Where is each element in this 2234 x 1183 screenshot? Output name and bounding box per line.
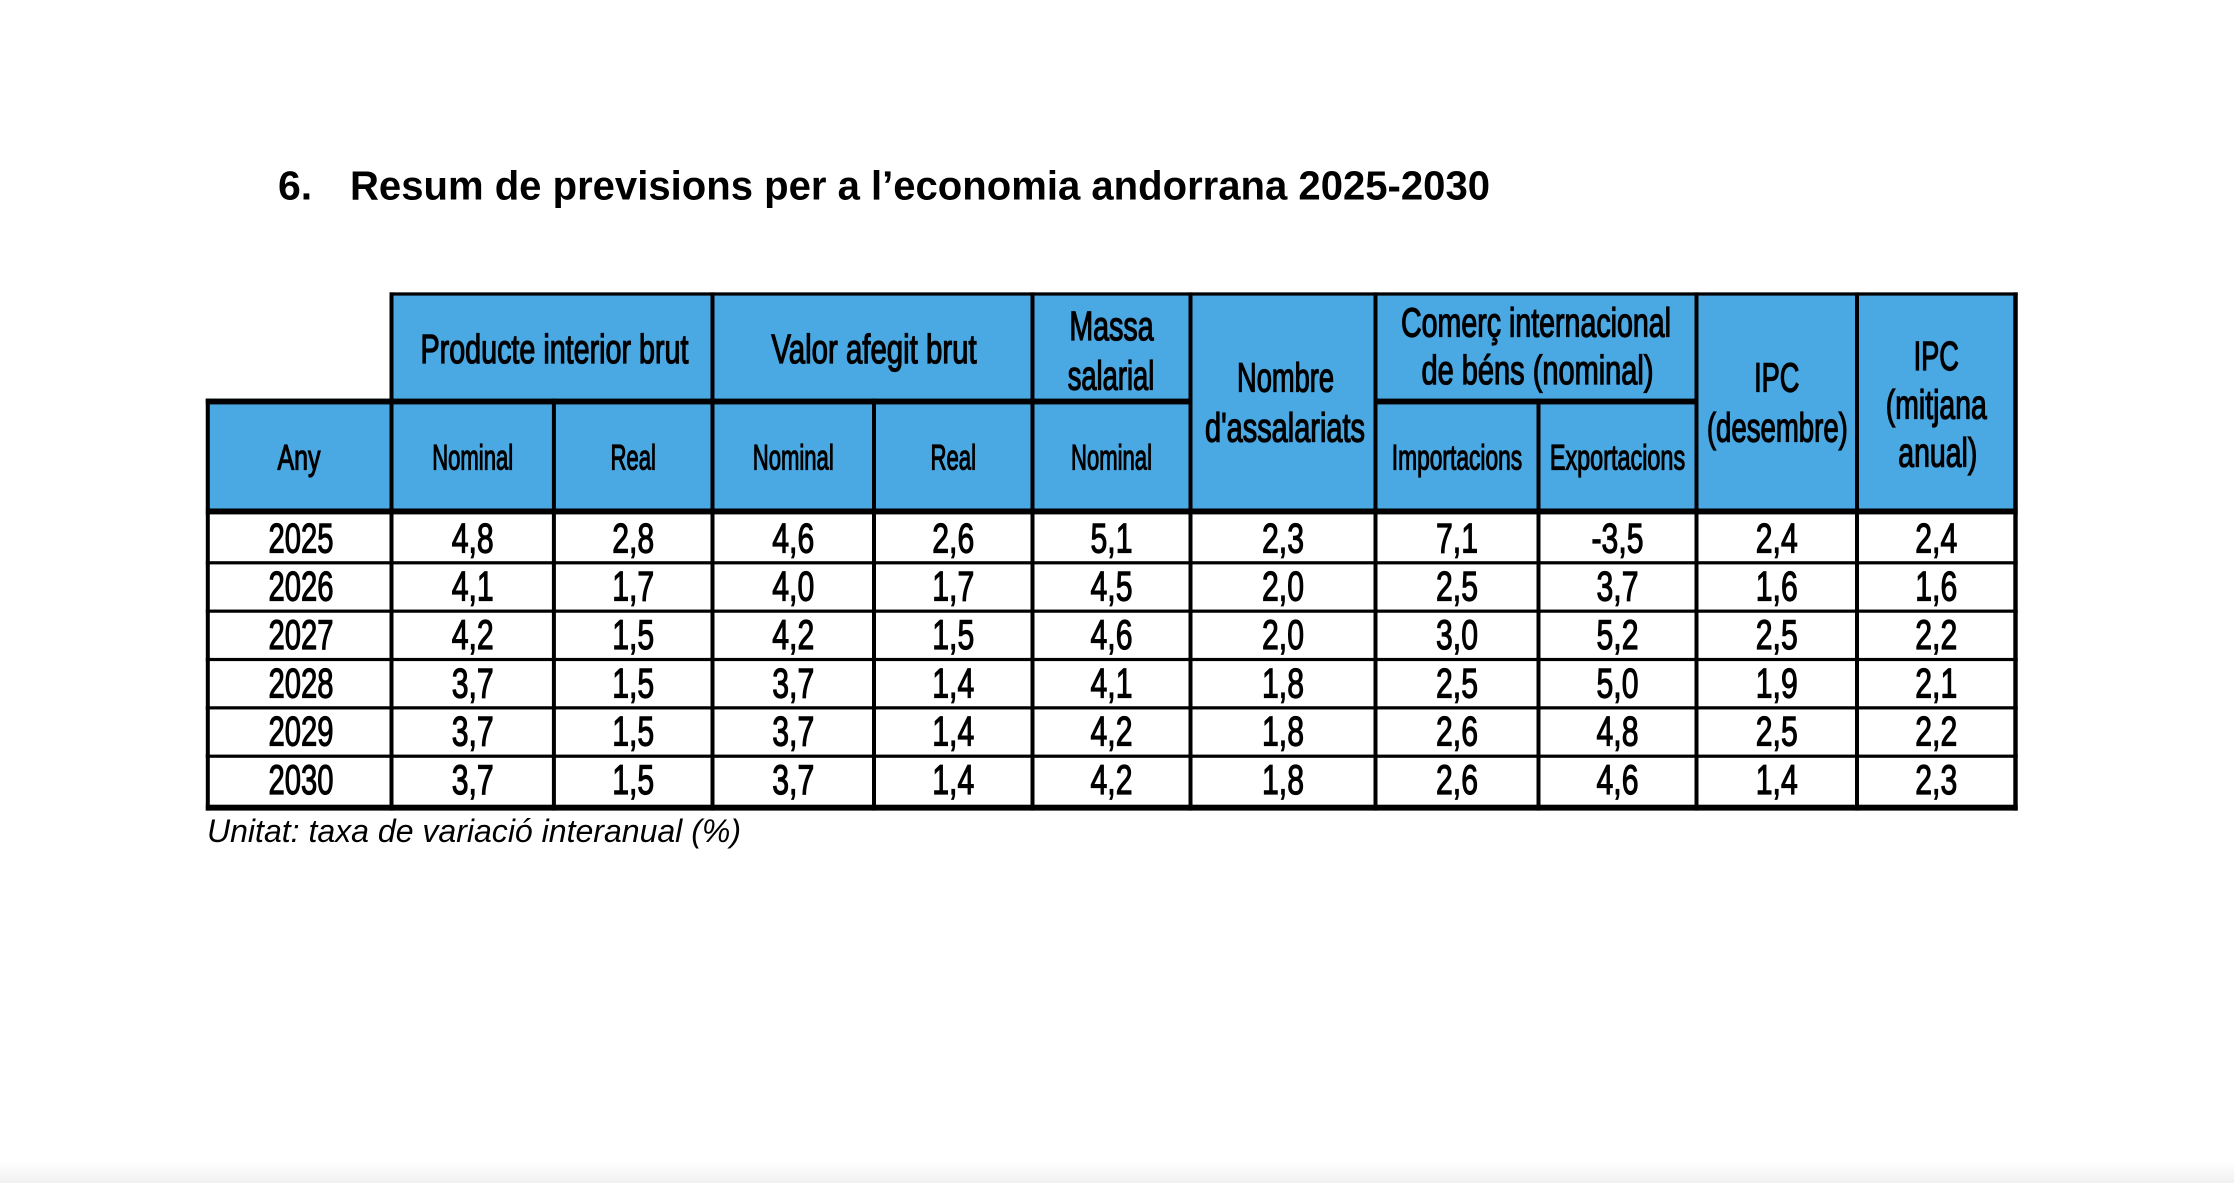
svg-text:3,7: 3,7 [772,708,814,755]
svg-text:1,4: 1,4 [1756,756,1798,803]
svg-text:1,6: 1,6 [1756,563,1798,610]
svg-text:2,0: 2,0 [1262,563,1304,610]
svg-text:2,6: 2,6 [1436,708,1478,755]
svg-text:1,6: 1,6 [1915,563,1957,610]
svg-text:7,1: 7,1 [1436,514,1478,561]
svg-text:IPC: IPC [1754,355,1799,401]
svg-text:1,5: 1,5 [932,611,974,658]
svg-text:4,2: 4,2 [772,611,814,658]
svg-text:1,9: 1,9 [1756,659,1798,706]
svg-text:Valor afegit brut: Valor afegit brut [771,326,977,372]
svg-text:Producte interior brut: Producte interior brut [421,326,689,372]
svg-text:Exportacions: Exportacions [1550,439,1685,478]
svg-text:Real: Real [610,439,656,478]
svg-text:4,6: 4,6 [1091,611,1133,658]
svg-text:2,3: 2,3 [1915,756,1957,803]
svg-text:4,2: 4,2 [1091,756,1133,803]
svg-text:2,5: 2,5 [1756,611,1798,658]
svg-text:4,8: 4,8 [452,514,494,561]
svg-text:4,6: 4,6 [772,514,814,561]
svg-text:5,1: 5,1 [1091,514,1133,561]
svg-text:3,0: 3,0 [1436,611,1478,658]
svg-text:1,8: 1,8 [1262,708,1304,755]
svg-text:Nominal: Nominal [1071,439,1152,478]
svg-text:3,7: 3,7 [1597,563,1639,610]
svg-text:4,0: 4,0 [772,563,814,610]
svg-text:Any: Any [278,439,321,478]
svg-text:Nombre: Nombre [1237,355,1334,401]
svg-text:4,1: 4,1 [452,563,494,610]
svg-text:salarial: salarial [1068,352,1155,398]
svg-text:2,2: 2,2 [1915,708,1957,755]
svg-text:2,1: 2,1 [1915,659,1957,706]
svg-text:Resum de previsions per a l’ec: Resum de previsions per a l’economia and… [350,163,1490,209]
svg-text:3,7: 3,7 [452,756,494,803]
svg-text:2,4: 2,4 [1915,514,1957,561]
svg-text:1,4: 1,4 [932,659,974,706]
svg-text:1,5: 1,5 [612,659,654,706]
svg-text:de béns (nominal): de béns (nominal) [1422,347,1654,393]
svg-text:4,5: 4,5 [1091,563,1133,610]
svg-text:2028: 2028 [269,659,334,706]
svg-text:(desembre): (desembre) [1707,405,1848,451]
svg-text:2029: 2029 [269,708,334,755]
svg-text:Real: Real [931,439,977,478]
svg-text:1,5: 1,5 [612,756,654,803]
svg-text:IPC: IPC [1914,333,1959,379]
svg-text:2,0: 2,0 [1262,611,1304,658]
svg-text:Unitat: taxa de variació inter: Unitat: taxa de variació interanual (%) [207,813,741,849]
svg-text:1,7: 1,7 [932,563,974,610]
svg-text:2,5: 2,5 [1436,659,1478,706]
svg-text:3,7: 3,7 [452,659,494,706]
svg-text:3,7: 3,7 [772,756,814,803]
svg-text:2,3: 2,3 [1262,514,1304,561]
svg-text:5,2: 5,2 [1597,611,1639,658]
svg-text:1,8: 1,8 [1262,756,1304,803]
svg-text:2,6: 2,6 [932,514,974,561]
svg-text:2,4: 2,4 [1756,514,1798,561]
svg-text:2,5: 2,5 [1756,708,1798,755]
svg-text:4,6: 4,6 [1597,756,1639,803]
svg-text:Importacions: Importacions [1392,439,1522,478]
svg-text:2025: 2025 [269,514,334,561]
svg-text:2,2: 2,2 [1915,611,1957,658]
svg-text:2027: 2027 [269,611,334,658]
svg-text:anual): anual) [1898,429,1977,475]
svg-text:Massa: Massa [1069,303,1153,349]
svg-text:6.: 6. [278,163,312,209]
svg-text:1,5: 1,5 [612,708,654,755]
svg-text:(mitjana: (mitjana [1886,381,1987,427]
svg-text:2,6: 2,6 [1436,756,1478,803]
svg-text:1,4: 1,4 [932,756,974,803]
svg-text:5,0: 5,0 [1597,659,1639,706]
svg-text:3,7: 3,7 [452,708,494,755]
svg-text:1,8: 1,8 [1262,659,1304,706]
svg-text:2,8: 2,8 [612,514,654,561]
svg-text:3,7: 3,7 [772,659,814,706]
svg-text:Nominal: Nominal [432,439,513,478]
svg-text:2030: 2030 [269,756,334,803]
svg-text:-3,5: -3,5 [1592,514,1644,561]
svg-text:Comerç internacional: Comerç internacional [1401,299,1671,345]
svg-text:2,5: 2,5 [1436,563,1478,610]
svg-text:4,2: 4,2 [1091,708,1133,755]
svg-text:Nominal: Nominal [753,439,834,478]
svg-text:d'assalariats: d'assalariats [1205,405,1365,451]
svg-text:1,5: 1,5 [612,611,654,658]
svg-text:4,8: 4,8 [1597,708,1639,755]
svg-text:4,1: 4,1 [1091,659,1133,706]
svg-text:4,2: 4,2 [452,611,494,658]
svg-text:2026: 2026 [269,563,334,610]
svg-text:1,4: 1,4 [932,708,974,755]
svg-text:1,7: 1,7 [612,563,654,610]
